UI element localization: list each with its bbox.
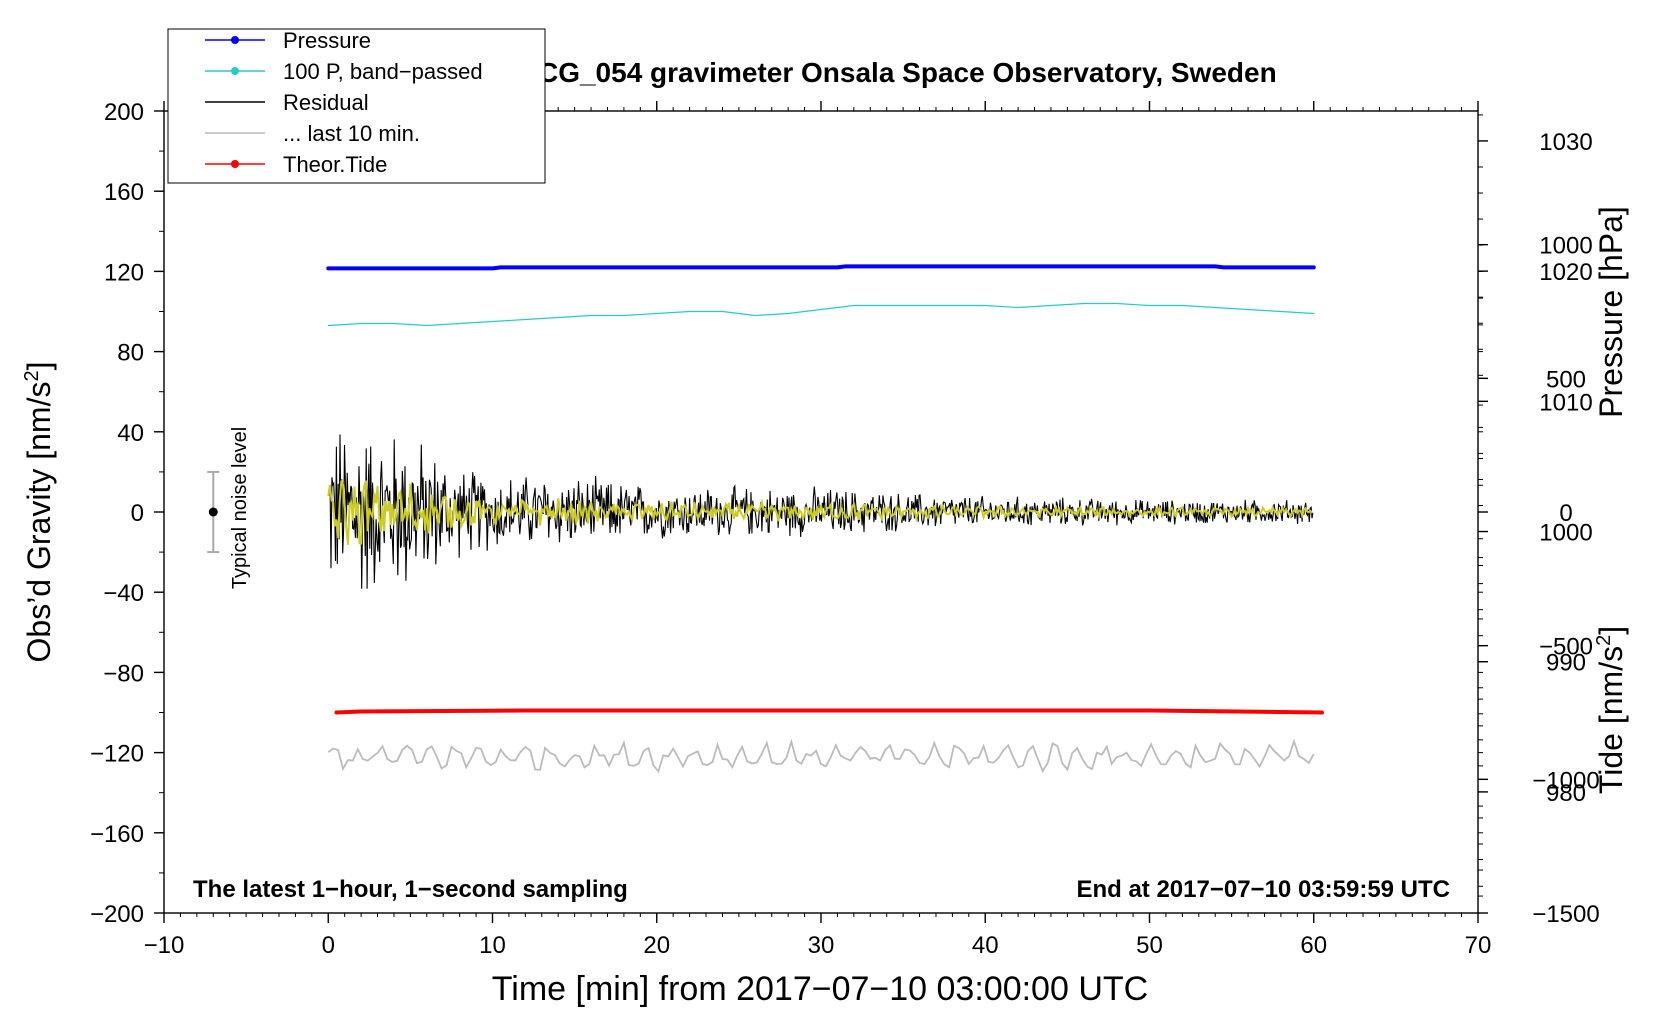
tide-label-bracket: ] <box>1593 626 1629 635</box>
tide-tick-label-5: 1000 <box>1539 233 1592 260</box>
legend-label-3: ... last 10 min. <box>283 121 420 146</box>
y-tick-label-4: −40 <box>103 580 144 607</box>
plot-area <box>207 264 1324 774</box>
y-tick-label-2: −120 <box>90 741 144 768</box>
tide-tick-label-3: 0 <box>1559 500 1572 527</box>
pressure-tick-label-3: 1010 <box>1539 389 1592 416</box>
x-axis-label: Time [min] from 2017−07−10 03:00:00 UTC <box>492 970 1148 1008</box>
x-tick-label-7: 60 <box>1300 932 1327 959</box>
tide-series-line <box>334 708 1324 715</box>
annotation-end-time: End at 2017−07−10 03:59:59 UTC <box>1076 876 1450 903</box>
legend-label-1: 100 P, band−passed <box>283 59 483 84</box>
legend-label-2: Residual <box>283 90 369 115</box>
x-tick-label-2: 10 <box>479 932 506 959</box>
annotation-sampling: The latest 1−hour, 1−second sampling <box>193 876 628 903</box>
pressure-tick-label-2: 1000 <box>1539 520 1592 547</box>
y-tick-label-6: 40 <box>117 420 144 447</box>
noise-level-label: Typical noise level <box>229 427 251 589</box>
pressure-tick-label-5: 1030 <box>1539 129 1592 156</box>
pressure-tick-label-1: 990 <box>1546 650 1586 677</box>
legend-label-4: Theor.Tide <box>283 152 387 177</box>
y-tick-label-7: 80 <box>117 340 144 367</box>
last10-series-line <box>327 738 1315 774</box>
x-tick-label-3: 20 <box>643 932 670 959</box>
legend-label-0: Pressure <box>283 28 371 53</box>
x-tick-label-0: −10 <box>144 932 185 959</box>
tide-tick-label-4: 500 <box>1546 366 1586 393</box>
axis-ticks: −10 0 10 20 30 40 50 60 70−200−160−120−80−400408… <box>90 99 1600 959</box>
gravity-label-bracket: ] <box>21 362 57 371</box>
y-tick-label-5: 0 <box>131 500 144 527</box>
tide-label-text: Tide [nm/s <box>1593 646 1629 794</box>
y-axis-label-pressure: Pressure [hPa] <box>1593 206 1629 418</box>
chart-title: SCG_054 gravimeter Onsala Space Observat… <box>519 57 1276 88</box>
legend-marker-4 <box>231 160 239 168</box>
x-tick-label-8: 70 <box>1465 932 1492 959</box>
gravity-label-text: Obs’d Gravity [nm/s <box>21 382 57 663</box>
legend: Pressure 100 P, band−passed Residual ... la… <box>167 28 546 184</box>
y-tick-label-10: 200 <box>104 99 144 126</box>
legend-marker-0 <box>231 36 239 44</box>
y-axis-label-tide: Tide [nm/s2] <box>1593 626 1629 794</box>
tide-tick-label-0: −1500 <box>1532 901 1599 928</box>
gravity-label-superscript: 2 <box>21 370 43 381</box>
legend-box <box>167 28 546 184</box>
tide-tick-label-2: −500 <box>1539 634 1593 661</box>
y-tick-label-1: −160 <box>90 821 144 848</box>
bandpassed-series-line <box>327 302 1315 327</box>
tide-tick-label-1: −1000 <box>1532 767 1599 794</box>
x-tick-label-5: 40 <box>972 932 999 959</box>
legend-marker-1 <box>231 67 239 75</box>
y-axis-label-gravity: Obs’d Gravity [nm/s2] <box>21 362 57 663</box>
y-tick-label-0: −200 <box>90 901 144 928</box>
noise-bar-center-dot <box>208 507 218 517</box>
pressure-series-line <box>326 264 1316 271</box>
pressure-tick-label-0: 980 <box>1546 780 1586 807</box>
tide-label-superscript: 2 <box>1593 635 1615 646</box>
x-tick-label-1: 0 <box>322 932 335 959</box>
pressure-tick-label-4: 1020 <box>1539 259 1592 286</box>
residual-smoothed-line <box>327 480 1313 545</box>
x-tick-label-6: 50 <box>1136 932 1163 959</box>
y-tick-label-9: 160 <box>104 179 144 206</box>
y-tick-label-3: −80 <box>103 660 144 687</box>
y-tick-label-8: 120 <box>104 259 144 286</box>
x-tick-label-4: 30 <box>808 932 835 959</box>
